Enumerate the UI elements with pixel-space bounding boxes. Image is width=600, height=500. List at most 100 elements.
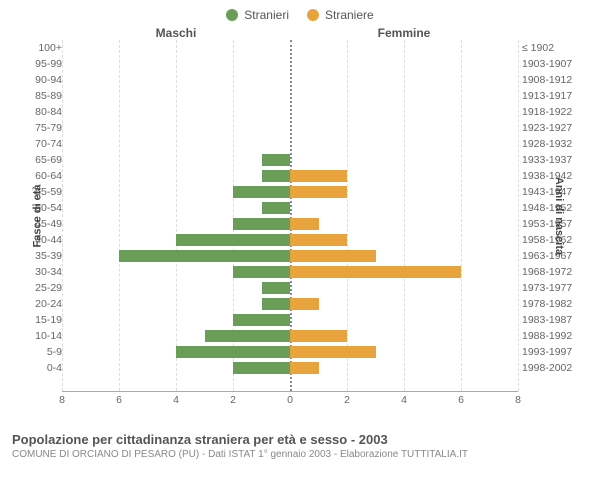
bar-male (119, 250, 290, 262)
xaxis-ticks: 864202468 (62, 392, 518, 408)
xaxis-tick: 2 (344, 394, 350, 406)
bar-male (233, 362, 290, 374)
plot-area (62, 40, 518, 392)
bar-female (290, 266, 461, 278)
ylabel-birth: 1978-1982 (522, 296, 572, 312)
ylabel-birth: 1903-1907 (522, 56, 572, 72)
bar-male (262, 154, 291, 166)
bar-row (62, 40, 518, 56)
bar-male (233, 218, 290, 230)
ylabel-birth: ≤ 1902 (522, 40, 554, 56)
bar-row (62, 312, 518, 328)
bar-row (62, 344, 518, 360)
bar-row (62, 104, 518, 120)
gridline (518, 40, 519, 391)
ylabel-birth: 1908-1912 (522, 72, 572, 88)
xaxis: 864202468 (12, 392, 588, 408)
yaxis-title-right: Anni di nascita (553, 177, 565, 255)
ylabel-age: 15-19 (35, 312, 62, 328)
bar-male (176, 234, 290, 246)
xaxis-tick: 0 (287, 394, 293, 406)
ylabel-age: 35-39 (35, 248, 62, 264)
bar-female (290, 346, 376, 358)
bar-male (233, 266, 290, 278)
bar-row (62, 152, 518, 168)
legend-label-female: Straniere (325, 8, 374, 22)
bar-row (62, 296, 518, 312)
bar-row (62, 216, 518, 232)
footer: Popolazione per cittadinanza straniera p… (12, 432, 588, 460)
bar-row (62, 168, 518, 184)
header-right: Femmine (290, 26, 518, 40)
xaxis-tick: 8 (515, 394, 521, 406)
plot: Fasce di età Anni di nascita 100+95-9990… (12, 40, 588, 392)
bar-row (62, 200, 518, 216)
ylabel-age: 90-94 (35, 72, 62, 88)
ylabel-birth: 1988-1992 (522, 328, 572, 344)
xaxis-tick: 6 (116, 394, 122, 406)
legend-item-male: Stranieri (226, 8, 289, 22)
bar-male (262, 202, 291, 214)
ylabel-birth: 1993-1997 (522, 344, 572, 360)
ylabel-age: 25-29 (35, 280, 62, 296)
bar-male (262, 282, 291, 294)
bar-female (290, 330, 347, 342)
chart-subtitle: COMUNE DI ORCIANO DI PESARO (PU) - Dati … (12, 449, 588, 460)
ylabel-birth: 1928-1932 (522, 136, 572, 152)
bar-male (262, 298, 291, 310)
bar-row (62, 360, 518, 376)
bar-female (290, 298, 319, 310)
ylabel-age: 5-9 (47, 344, 62, 360)
bar-row (62, 328, 518, 344)
legend-item-female: Straniere (307, 8, 374, 22)
bar-male (176, 346, 290, 358)
ylabel-birth: 1998-2002 (522, 360, 572, 376)
header-left: Maschi (62, 26, 290, 40)
ylabel-age: 20-24 (35, 296, 62, 312)
ylabel-age: 10-14 (35, 328, 62, 344)
bar-female (290, 218, 319, 230)
bar-row (62, 248, 518, 264)
ylabel-age: 80-84 (35, 104, 62, 120)
bar-row (62, 264, 518, 280)
bar-male (233, 314, 290, 326)
ylabel-birth: 1968-1972 (522, 264, 572, 280)
bar-row (62, 136, 518, 152)
bar-row (62, 88, 518, 104)
ylabel-age: 0-4 (47, 360, 62, 376)
ylabel-age: 100+ (38, 40, 62, 56)
chart-title: Popolazione per cittadinanza straniera p… (12, 432, 588, 447)
bar-row (62, 184, 518, 200)
ylabel-age: 75-79 (35, 120, 62, 136)
xaxis-tick: 4 (401, 394, 407, 406)
bar-female (290, 234, 347, 246)
bar-female (290, 362, 319, 374)
ylabel-age: 65-69 (35, 152, 62, 168)
ylabel-birth: 1923-1927 (522, 120, 572, 136)
bar-row (62, 280, 518, 296)
ylabel-birth: 1918-1922 (522, 104, 572, 120)
ylabel-age: 70-74 (35, 136, 62, 152)
ylabel-birth: 1913-1917 (522, 88, 572, 104)
ylabel-age: 95-99 (35, 56, 62, 72)
bar-female (290, 186, 347, 198)
xaxis-tick: 2 (230, 394, 236, 406)
bar-row (62, 72, 518, 88)
yaxis-title-left: Fasce di età (31, 185, 43, 248)
ylabel-birth: 1933-1937 (522, 152, 572, 168)
chart-headers: Maschi Femmine (12, 26, 588, 40)
xaxis-tick: 4 (173, 394, 179, 406)
bar-row (62, 232, 518, 248)
legend: Stranieri Straniere (12, 8, 588, 22)
xaxis-tick: 8 (59, 394, 65, 406)
bar-female (290, 170, 347, 182)
swatch-female (307, 9, 319, 21)
ylabel-age: 85-89 (35, 88, 62, 104)
bar-female (290, 250, 376, 262)
ylabel-age: 30-34 (35, 264, 62, 280)
swatch-male (226, 9, 238, 21)
chart: Maschi Femmine Fasce di età Anni di nasc… (12, 26, 588, 426)
ylabel-birth: 1973-1977 (522, 280, 572, 296)
bar-male (233, 186, 290, 198)
bar-row (62, 56, 518, 72)
